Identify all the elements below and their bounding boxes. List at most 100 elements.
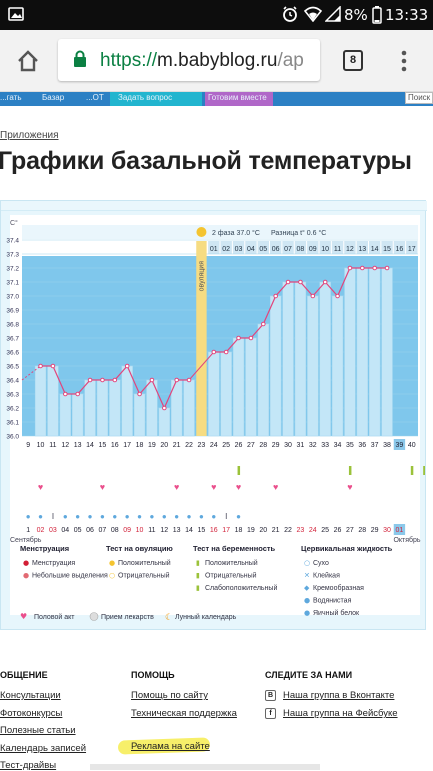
cycle-day-cell bbox=[381, 241, 393, 254]
date-label: 28 bbox=[358, 527, 366, 534]
browser-toolbar: https://m.babyblog.ru/ap 8 bbox=[0, 30, 433, 92]
temperature-bar bbox=[282, 281, 294, 437]
x-tick-label: 18 bbox=[136, 442, 144, 449]
legend-group-title: Тест на овуляцию bbox=[106, 544, 173, 553]
cervical-fluid-icon: ● bbox=[236, 512, 241, 521]
temperature-bar bbox=[331, 295, 344, 437]
date-label: 16 bbox=[210, 527, 218, 534]
temperature-point bbox=[50, 363, 56, 369]
y-tick-label: 37.2 bbox=[6, 266, 19, 273]
x-tick-label: 38 bbox=[383, 442, 391, 449]
date-label: 27 bbox=[346, 527, 354, 534]
temperature-point bbox=[322, 279, 328, 285]
cycle-day-cell bbox=[232, 241, 245, 254]
alarm-icon bbox=[283, 6, 297, 22]
date-label: 04 bbox=[61, 527, 69, 534]
cycle-day-label: 14 bbox=[371, 246, 379, 253]
date-label: 25 bbox=[321, 527, 329, 534]
cycle-day-label: 10 bbox=[321, 246, 329, 253]
gallery-icon bbox=[8, 7, 24, 21]
cycle-day-cell bbox=[331, 241, 344, 254]
nav-tab-3[interactable]: Задать вопрос bbox=[118, 93, 173, 102]
cervical-fluid-icon: ● bbox=[150, 512, 155, 521]
temperature-point bbox=[285, 279, 291, 285]
nav-tab-4[interactable]: Готовим вместе bbox=[208, 93, 267, 102]
site-nav: ...гать Базар ...ОТ Задать вопрос Готови… bbox=[0, 92, 433, 106]
footer-link[interactable]: Реклама на сайте bbox=[131, 741, 210, 752]
footer-col1-title: ОБЩЕНИЕ bbox=[0, 670, 48, 680]
temperature-point bbox=[63, 391, 68, 397]
x-tick-label: 17 bbox=[123, 442, 131, 449]
date-label: 24 bbox=[309, 527, 317, 534]
month-start-label: Сентябрь bbox=[10, 536, 42, 544]
date-label: 03 bbox=[49, 527, 57, 534]
x-tick-label: 31 bbox=[297, 442, 305, 449]
temperature-bar bbox=[319, 281, 331, 437]
x-tick-label: 27 bbox=[247, 442, 255, 449]
cervical-fluid-icon: ● bbox=[162, 512, 167, 521]
temperature-bar bbox=[158, 407, 170, 437]
cycle-day-cell bbox=[307, 241, 319, 254]
nav-tab-2[interactable]: ...ОТ bbox=[86, 93, 104, 102]
footer-link[interactable]: Фотоконкурсы bbox=[0, 708, 63, 719]
footer-link[interactable]: Наша группа на Фейсбуке bbox=[283, 708, 398, 719]
intercourse-icon: ♥ bbox=[211, 482, 216, 492]
nav-tab-0[interactable]: ...гать bbox=[0, 93, 22, 102]
x-tick-label: 37 bbox=[371, 442, 379, 449]
temperature-point bbox=[75, 391, 80, 397]
nav-tab-1[interactable]: Базар bbox=[42, 93, 65, 102]
footer-link[interactable]: Техническая поддержка bbox=[131, 708, 237, 719]
legend-item: Водянистая bbox=[313, 598, 352, 605]
y-tick-label: 36.2 bbox=[6, 406, 19, 413]
month-end-label: Октябрь bbox=[393, 536, 420, 544]
temperature-point bbox=[112, 377, 118, 383]
date-label: 09 bbox=[123, 527, 131, 534]
temperature-point bbox=[186, 377, 192, 383]
intercourse-icon: ♥ bbox=[38, 482, 43, 492]
footer-link[interactable]: Тест-драйвы bbox=[0, 760, 57, 771]
url-bar[interactable]: https://m.babyblog.ru/ap bbox=[58, 39, 320, 81]
footer-link[interactable]: Календарь записей bbox=[0, 743, 87, 754]
cervical-fluid-icon: I bbox=[52, 512, 54, 521]
temperature-point bbox=[347, 265, 353, 271]
temperature-bar bbox=[34, 365, 47, 437]
temperature-point bbox=[38, 363, 43, 369]
tab-switcher-button[interactable]: 8 bbox=[343, 50, 363, 71]
cervical-fluid-icon: ● bbox=[211, 512, 216, 521]
legend-symbol: ○ bbox=[304, 559, 310, 567]
footer-link[interactable]: Наша группа в Вконтакте bbox=[283, 690, 395, 701]
y-tick-label: 36.9 bbox=[6, 308, 19, 315]
footer-link[interactable]: Консультации bbox=[0, 690, 61, 701]
footer-link[interactable]: Полезные статьи bbox=[0, 725, 76, 736]
temperature-point bbox=[273, 293, 278, 299]
x-tick-label: 15 bbox=[99, 442, 107, 449]
y-tick-label: 37.4 bbox=[6, 238, 19, 245]
home-icon[interactable] bbox=[16, 49, 40, 73]
bottom-bar bbox=[90, 764, 320, 770]
intercourse-icon: ♥ bbox=[347, 482, 352, 492]
search-box[interactable]: Поиск bbox=[405, 92, 433, 104]
heart-icon: ♥ bbox=[20, 612, 27, 621]
legend-symbol: ● bbox=[23, 572, 29, 580]
legend-symbol: ✕ bbox=[304, 572, 310, 580]
chart-scroll-top[interactable] bbox=[1, 201, 427, 211]
date-label: 20 bbox=[259, 527, 267, 534]
nav-tab-3-bg bbox=[110, 92, 202, 106]
date-label: 08 bbox=[111, 527, 119, 534]
legend-symbol: ▮ bbox=[196, 559, 200, 567]
cervical-fluid-icon: I bbox=[225, 512, 227, 521]
x-tick-label: 19 bbox=[148, 442, 156, 449]
ovulation-label: овуляция bbox=[198, 261, 205, 292]
temperature-bar bbox=[121, 365, 133, 437]
date-label: 05 bbox=[74, 527, 82, 534]
overflow-menu-icon[interactable] bbox=[401, 50, 407, 72]
y-tick-label: 36.3 bbox=[6, 392, 19, 399]
footer-link[interactable]: Помощь по сайту bbox=[131, 690, 208, 701]
bbt-chart: C° 2 фаза 37.0 °С Разница t° 0.6 °С 01 02 03 0… bbox=[6, 215, 425, 623]
temperature-point bbox=[261, 321, 266, 327]
y-tick-label: 36.0 bbox=[6, 434, 19, 441]
ovulation-icon bbox=[196, 227, 207, 237]
temperature-point bbox=[149, 377, 155, 383]
temperature-point bbox=[310, 293, 316, 299]
breadcrumb[interactable]: Приложения bbox=[0, 130, 59, 141]
